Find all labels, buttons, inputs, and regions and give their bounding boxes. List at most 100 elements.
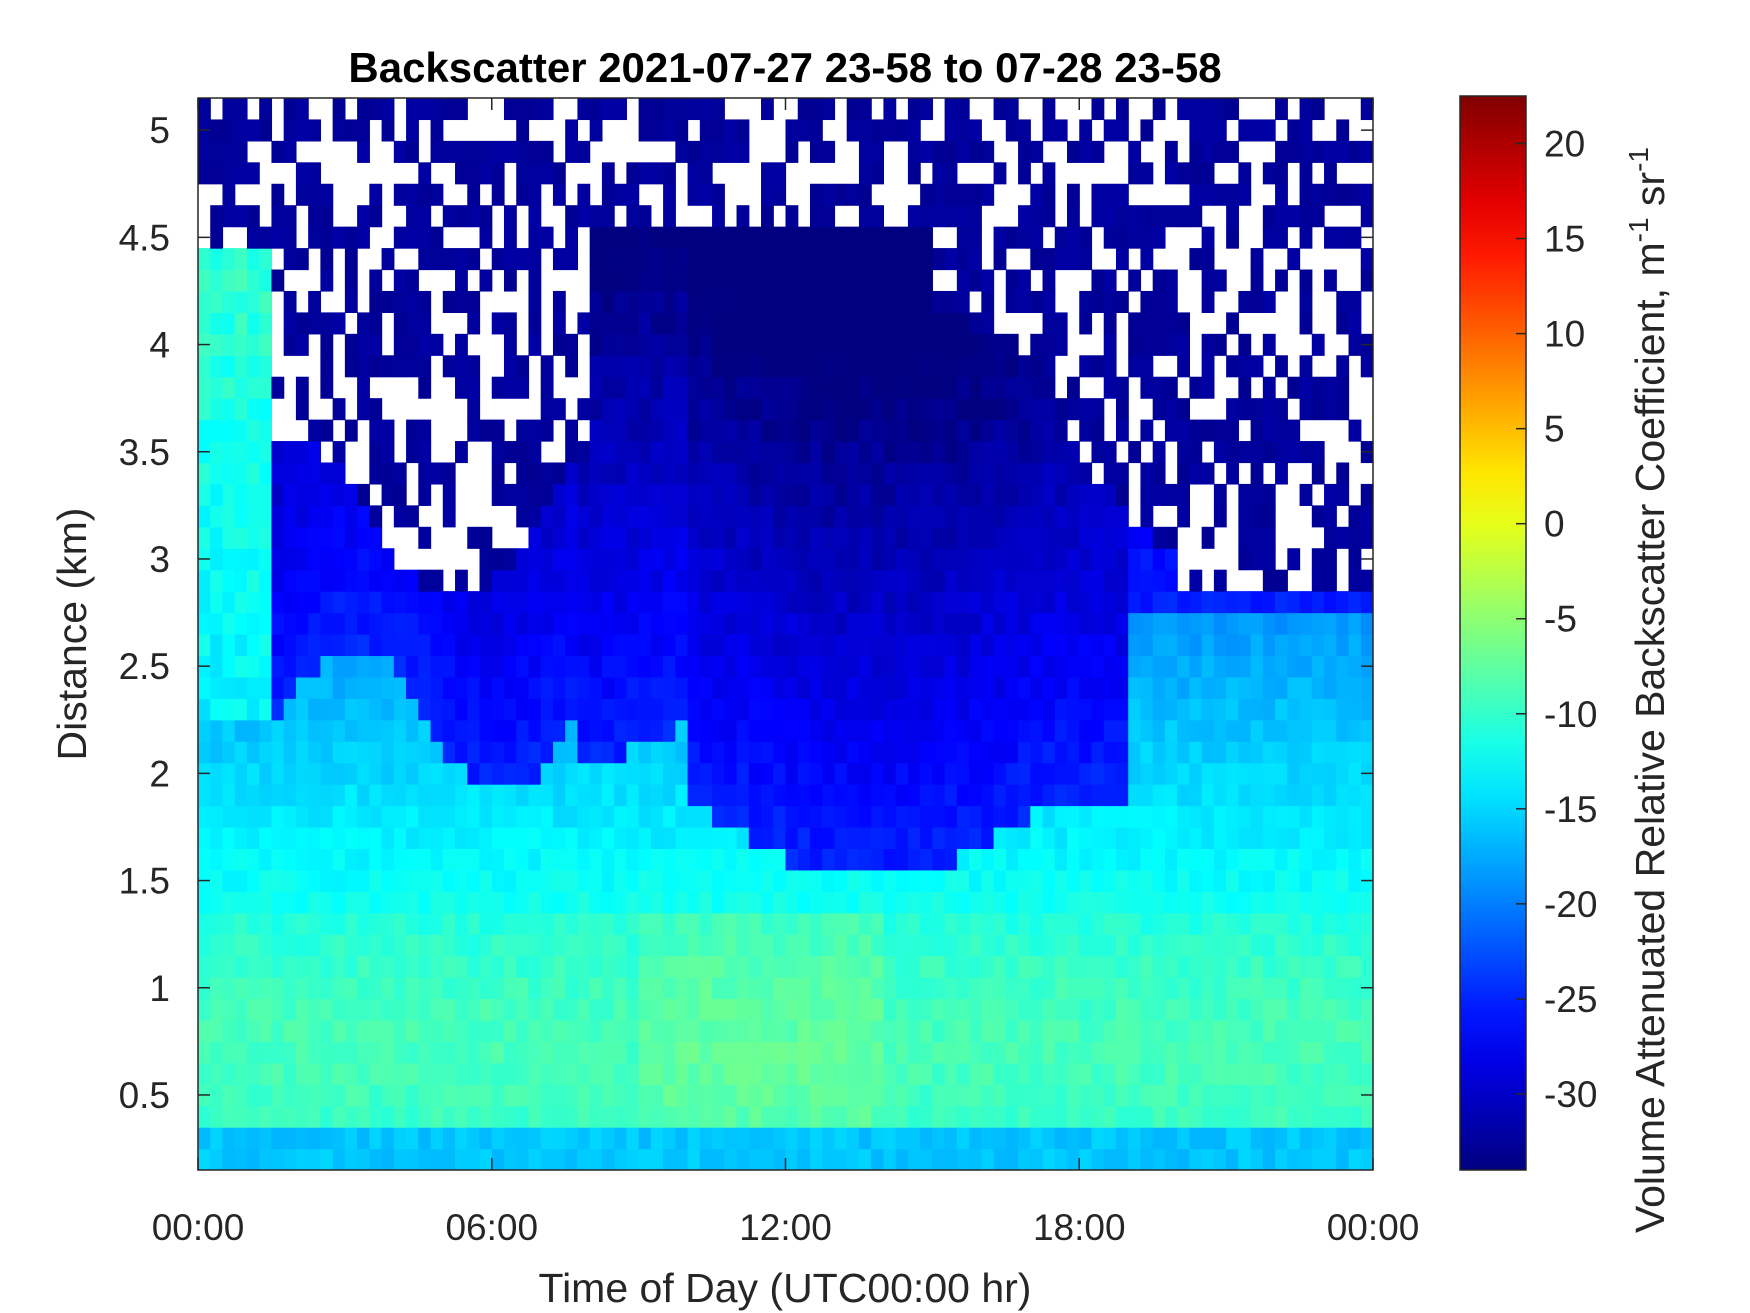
heatmap-cell xyxy=(295,869,309,892)
heatmap-cell xyxy=(283,140,297,163)
heatmap-cell xyxy=(222,462,236,485)
heatmap-cell xyxy=(259,355,273,378)
heatmap-cell xyxy=(1336,998,1350,1021)
heatmap-cell xyxy=(210,526,224,549)
heatmap-cell xyxy=(271,934,285,957)
heatmap-cell xyxy=(797,784,811,807)
heatmap-cell xyxy=(1336,312,1350,335)
heatmap-cell xyxy=(883,848,897,871)
heatmap-cell xyxy=(198,741,211,764)
heatmap-cell xyxy=(944,548,958,571)
heatmap-cell xyxy=(1238,1148,1252,1170)
heatmap-cell xyxy=(748,548,762,571)
heatmap-cell xyxy=(969,869,982,892)
heatmap-cell xyxy=(1018,1062,1031,1085)
heatmap-cell xyxy=(357,826,370,849)
heatmap-cell xyxy=(589,548,603,571)
heatmap-cell xyxy=(638,805,652,828)
heatmap-cell xyxy=(1275,398,1288,421)
heatmap-cell xyxy=(271,891,285,914)
heatmap-cell xyxy=(969,333,982,356)
heatmap-cell xyxy=(234,998,248,1021)
heatmap-cell xyxy=(614,569,627,592)
heatmap-cell xyxy=(1287,977,1301,1000)
heatmap-cell xyxy=(1360,891,1373,914)
heatmap-cell xyxy=(198,1105,211,1128)
heatmap-cell xyxy=(956,1084,970,1107)
heatmap-cell xyxy=(650,934,664,957)
heatmap-cell xyxy=(246,655,260,678)
heatmap-cell xyxy=(858,676,872,699)
heatmap-cell xyxy=(320,355,334,378)
heatmap-cell xyxy=(1042,912,1056,935)
heatmap-cell xyxy=(761,548,774,571)
heatmap-cell xyxy=(834,826,848,849)
heatmap-cell xyxy=(969,205,982,228)
heatmap-cell xyxy=(589,98,603,121)
heatmap-cell xyxy=(883,355,897,378)
heatmap-cell xyxy=(516,1148,530,1170)
heatmap-cell xyxy=(761,869,774,892)
heatmap-cell xyxy=(1091,741,1105,764)
heatmap-cell xyxy=(1262,891,1276,914)
heatmap-cell xyxy=(736,526,750,549)
heatmap-cell xyxy=(1067,912,1080,935)
heatmap-cell xyxy=(320,269,334,292)
heatmap-cell xyxy=(1226,805,1239,828)
heatmap-cell xyxy=(773,762,787,785)
heatmap-cell xyxy=(871,483,885,506)
heatmap-cell xyxy=(687,891,701,914)
heatmap-cell xyxy=(871,1062,885,1085)
heatmap-cell xyxy=(993,719,1007,742)
heatmap-cell xyxy=(589,891,603,914)
heatmap-cell xyxy=(540,655,554,678)
heatmap-cell xyxy=(1091,548,1105,571)
heatmap-cell xyxy=(357,934,370,957)
heatmap-cell xyxy=(675,1041,689,1064)
heatmap-cell xyxy=(589,483,603,506)
heatmap-cell xyxy=(724,376,738,399)
heatmap-cell xyxy=(381,591,395,614)
heatmap-cell xyxy=(663,333,676,356)
heatmap-cell xyxy=(1238,655,1252,678)
heatmap-cell xyxy=(589,290,603,313)
heatmap-cell xyxy=(626,1041,640,1064)
heatmap-cell xyxy=(907,784,921,807)
heatmap-cell xyxy=(1018,891,1031,914)
heatmap-cell xyxy=(467,1148,481,1170)
heatmap-cell xyxy=(601,398,615,421)
heatmap-cell xyxy=(1226,955,1239,978)
heatmap-cell xyxy=(1299,226,1313,249)
heatmap-cell xyxy=(1128,205,1142,228)
heatmap-cell xyxy=(687,698,701,721)
heatmap-cell xyxy=(1348,1148,1362,1170)
heatmap-cell xyxy=(650,698,664,721)
heatmap-cell xyxy=(932,741,946,764)
heatmap-cell xyxy=(895,441,909,464)
heatmap-cell xyxy=(1262,505,1276,528)
heatmap-cell xyxy=(920,505,933,528)
heatmap-cell xyxy=(271,1084,285,1107)
heatmap-cell xyxy=(907,762,921,785)
heatmap-cell xyxy=(663,162,676,185)
heatmap-cell xyxy=(663,1127,676,1150)
heatmap-cell xyxy=(907,205,921,228)
heatmap-cell xyxy=(259,290,273,313)
heatmap-cell xyxy=(1042,591,1056,614)
heatmap-cell xyxy=(467,698,481,721)
heatmap-cell xyxy=(956,248,970,271)
heatmap-cell xyxy=(259,483,273,506)
heatmap-cell xyxy=(797,1062,811,1085)
heatmap-cell xyxy=(638,934,652,957)
heatmap-cell xyxy=(638,419,652,442)
heatmap-cell xyxy=(1336,355,1350,378)
heatmap-cell xyxy=(455,955,468,978)
heatmap-cell xyxy=(626,805,640,828)
heatmap-cell xyxy=(1299,140,1313,163)
heatmap-cell xyxy=(552,741,566,764)
heatmap-cell xyxy=(455,698,468,721)
heatmap-cell xyxy=(320,719,334,742)
heatmap-cell xyxy=(344,977,358,1000)
heatmap-cell xyxy=(809,655,823,678)
heatmap-cell xyxy=(736,462,750,485)
